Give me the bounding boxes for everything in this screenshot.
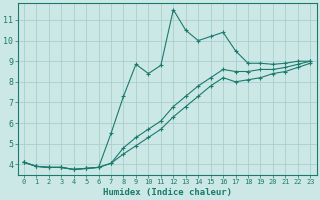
X-axis label: Humidex (Indice chaleur): Humidex (Indice chaleur)	[103, 188, 232, 197]
